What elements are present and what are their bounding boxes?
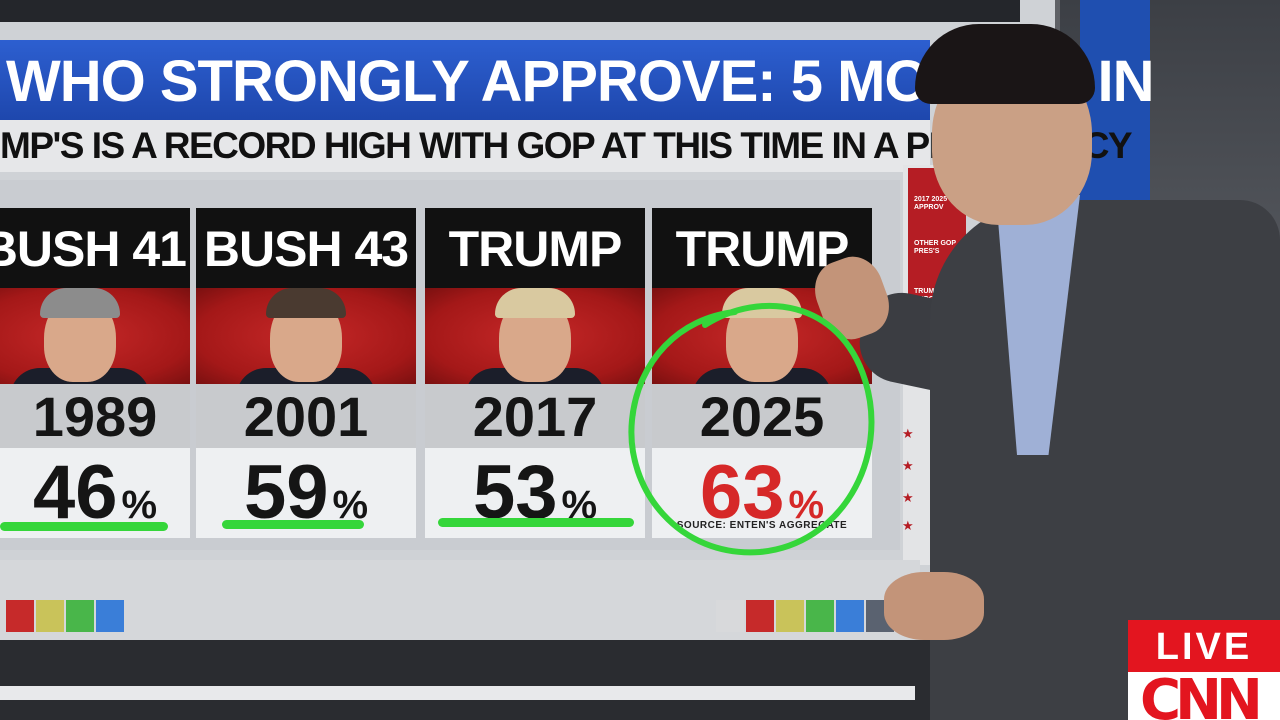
percent-value: 46 bbox=[32, 450, 118, 535]
color-swatch bbox=[716, 600, 744, 632]
color-swatch bbox=[36, 600, 64, 632]
card-year: 2025 bbox=[699, 385, 825, 448]
side-panel-item: 2017 2025 APPROV bbox=[914, 196, 948, 211]
star-icon: ★ bbox=[902, 518, 914, 533]
network-logo: CNN bbox=[1140, 672, 1263, 720]
green-underline-annotation bbox=[438, 518, 634, 527]
percent-unit: % bbox=[121, 483, 158, 527]
star-icon: ★ bbox=[902, 426, 914, 441]
headline: WHO STRONGLY APPROVE: 5 MONTHS IN bbox=[6, 49, 1155, 114]
network-logo-bg bbox=[1128, 672, 1280, 720]
source-note: SOURCE: ENTEN'S AGGREGATE bbox=[676, 520, 848, 531]
card-bush-41: BUSH 41 1989 46% bbox=[0, 208, 190, 538]
green-underline-annotation bbox=[0, 522, 168, 531]
live-badge bbox=[1128, 620, 1280, 672]
color-swatch bbox=[776, 600, 804, 632]
video-wall-top-edge bbox=[0, 0, 1020, 22]
president-photo bbox=[425, 288, 645, 384]
headline-bar bbox=[0, 40, 930, 120]
color-swatch bbox=[96, 600, 124, 632]
side-panel-item: OTHER GOP PRES'S bbox=[914, 240, 956, 255]
star-icon: ★ bbox=[902, 458, 914, 473]
green-underline-annotation bbox=[222, 520, 364, 529]
card-bush-43: BUSH 43 2001 59% bbox=[196, 208, 416, 538]
card-trump-2025: TRUMP 2025 63% SOURCE: ENTEN'S AGGREGATE bbox=[652, 208, 872, 538]
percent-unit: % bbox=[332, 483, 369, 527]
card-year: 1989 bbox=[32, 385, 158, 448]
color-swatch bbox=[66, 600, 94, 632]
card-name: BUSH 43 bbox=[203, 221, 409, 277]
live-label: LIVE bbox=[1155, 626, 1253, 668]
card-year: 2017 bbox=[472, 385, 598, 448]
color-swatch bbox=[836, 600, 864, 632]
president-photo bbox=[0, 288, 190, 384]
color-swatch bbox=[806, 600, 834, 632]
color-swatch bbox=[746, 600, 774, 632]
star-icon: ★ bbox=[902, 490, 914, 505]
studio-blue-panel bbox=[1080, 0, 1150, 200]
card-name: BUSH 41 bbox=[0, 221, 187, 277]
color-swatch bbox=[6, 600, 34, 632]
subheadline: MP'S IS A RECORD HIGH WITH GOP AT THIS T… bbox=[0, 125, 1133, 166]
video-wall-bottom bbox=[0, 640, 930, 720]
card-trump-2017: TRUMP 2017 53% bbox=[425, 208, 645, 538]
card-year: 2001 bbox=[243, 385, 369, 448]
card-percent: 46% bbox=[0, 448, 190, 538]
presenter-hand bbox=[884, 572, 984, 640]
subheadline-bar bbox=[0, 120, 930, 172]
presenter-hair bbox=[915, 24, 1095, 104]
president-photo bbox=[196, 288, 416, 384]
card-name: TRUMP bbox=[448, 221, 623, 277]
video-wall-bottom-edge bbox=[0, 686, 915, 700]
card-name: TRUMP bbox=[675, 221, 850, 277]
